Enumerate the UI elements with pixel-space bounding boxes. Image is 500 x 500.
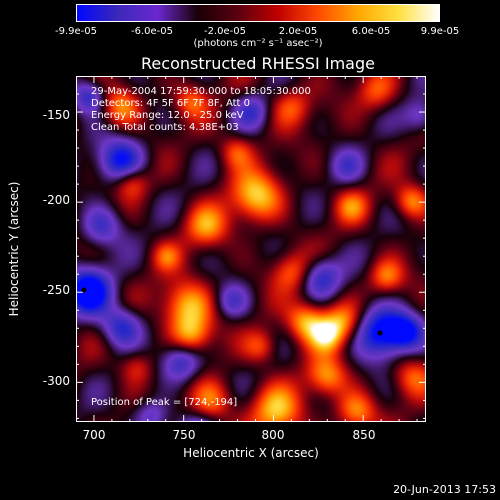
y-tick-label: -250 [42,283,70,297]
peak-marker [377,330,383,336]
footer-date: 20-Jun-2013 17:53 [393,483,496,496]
x-axis-label: Heliocentric X (arcsec) [183,446,319,460]
x-tick-label: 850 [352,428,376,442]
heatmap-image [76,76,426,422]
plot-area: 29-May-2004 17:59:30.000 to 18:05:30.000… [76,76,426,422]
colorbar-gradient [77,5,439,21]
colorbar-tick: 2.0e-05 [278,26,318,37]
annotation-detectors: Detectors: 4F 5F 6F 7F 8F, Att 0 [91,98,251,109]
plot-frame [76,76,426,422]
annotation-energy: Energy Range: 12.0 - 25.0 keV [91,110,244,121]
colorbar-tick: -2.0e-05 [204,26,246,37]
peak-marker [81,287,87,293]
colorbar [76,4,440,22]
colorbar-tick: -6.0e-05 [131,26,173,37]
colorbar-tick: 6.0e-05 [351,26,391,37]
y-axis-label: Heliocentric Y (arcsec) [7,181,21,317]
y-tick-label: -300 [42,374,70,388]
chart-title: Reconstructed RHESSI Image [141,54,375,73]
colorbar-units: (photons cm⁻² s⁻¹ asec⁻²) [193,38,323,49]
colorbar-tick: 9.9e-05 [420,26,460,37]
colorbar-tick: -9.9e-05 [55,26,97,37]
x-tick-label: 700 [82,428,106,442]
y-tick-label: -150 [42,108,70,122]
annotation-peak: Position of Peak = [724,-194] [91,397,238,408]
annotation-time: 29-May-2004 17:59:30.000 to 18:05:30.000 [91,86,311,97]
x-tick-label: 750 [172,428,196,442]
x-tick-label: 800 [261,428,285,442]
annotation-counts: Clean Total counts: 4.38E+03 [91,122,239,133]
y-tick-label: -200 [42,193,70,207]
